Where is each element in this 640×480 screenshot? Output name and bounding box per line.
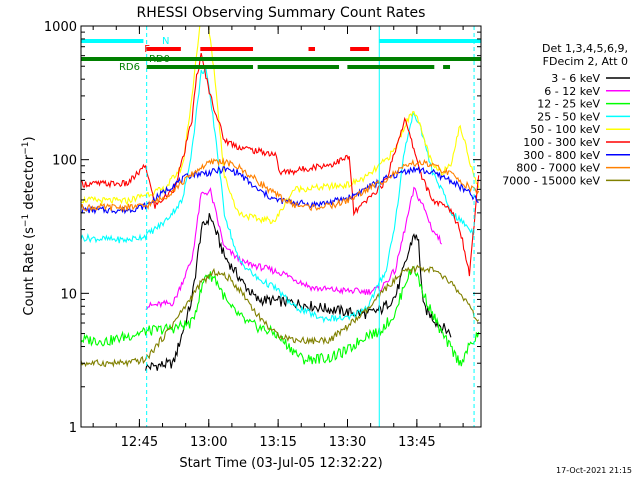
series-line-8	[81, 264, 480, 368]
legend: Det 1,3,4,5,6,9,FDecim 2, Att 0 3 - 6 keV…	[502, 42, 630, 187]
series-line-3	[81, 67, 475, 324]
legend-label: 100 - 300 keV	[523, 136, 600, 149]
series-line-1	[145, 186, 443, 310]
series-line-4	[81, 26, 480, 225]
axes: 1 10 100 1000 12:45 13:00 13:15 13:30 13:45	[44, 20, 481, 450]
x-tick-label: 12:45	[121, 435, 158, 450]
series-line-5	[81, 52, 480, 277]
state-label-rd6: RD6	[119, 62, 140, 73]
y-tick-label: 1	[69, 421, 77, 436]
legend-label: 50 - 100 keV	[530, 123, 600, 136]
legend-header: Det 1,3,4,5,6,9,	[542, 42, 628, 55]
legend-label: 6 - 12 keV	[544, 85, 600, 98]
legend-label: 12 - 25 keV	[537, 98, 600, 111]
x-tick-label: 13:30	[329, 435, 366, 450]
y-tick-label: 10	[60, 287, 77, 302]
series-line-7	[81, 157, 480, 213]
x-axis-label: Start Time (03-Jul-05 12:32:22)	[179, 456, 382, 471]
x-tick-label: 13:45	[398, 435, 435, 450]
series-line-0	[145, 213, 452, 371]
legend-label: 7000 - 15000 keV	[502, 174, 600, 187]
x-tick-label: 13:00	[190, 435, 227, 450]
legend-label: 300 - 800 keV	[523, 149, 600, 162]
y-axis-label: Count Rate (s−1 detector−1)	[21, 136, 37, 315]
legend-label: 25 - 50 keV	[537, 110, 600, 123]
legend-label: 800 - 7000 keV	[516, 162, 600, 175]
plot-frame	[80, 25, 482, 428]
footer-timestamp: 17-Oct-2021 21:15	[556, 466, 632, 475]
series-line-6	[81, 165, 479, 215]
legend-header: FDecim 2, Att 0	[543, 55, 628, 68]
legend-label: 3 - 6 keV	[551, 72, 600, 85]
state-label-f: F	[144, 44, 150, 55]
series-line-2	[81, 265, 480, 367]
state-label-rd0: RD0	[149, 54, 170, 65]
y-tick-label: 100	[52, 154, 77, 169]
chart-title: RHESSI Observing Summary Count Rates	[137, 5, 426, 21]
x-tick-label: 13:15	[259, 435, 296, 450]
series-layer	[81, 26, 480, 427]
state-label-n: N	[162, 36, 169, 47]
y-tick-label: 1000	[44, 20, 77, 35]
